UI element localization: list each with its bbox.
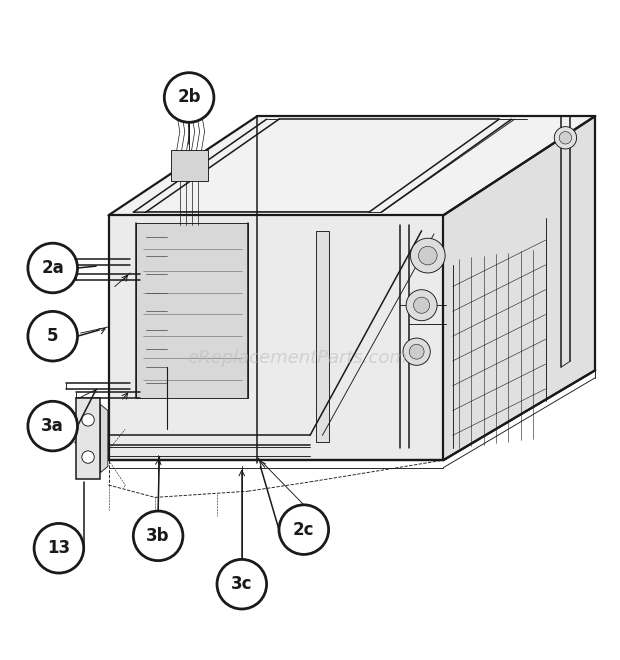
Circle shape xyxy=(217,560,267,609)
Circle shape xyxy=(82,414,94,426)
Polygon shape xyxy=(108,215,443,460)
Text: 2b: 2b xyxy=(177,88,201,106)
Polygon shape xyxy=(108,116,595,215)
Text: 3b: 3b xyxy=(146,527,170,545)
Polygon shape xyxy=(170,150,208,182)
Circle shape xyxy=(28,243,78,293)
Circle shape xyxy=(279,505,329,554)
Text: 2a: 2a xyxy=(42,259,64,277)
Polygon shape xyxy=(316,231,329,442)
Circle shape xyxy=(28,312,78,361)
Circle shape xyxy=(133,511,183,560)
Text: 3a: 3a xyxy=(42,417,64,435)
Text: 5: 5 xyxy=(47,327,58,345)
Polygon shape xyxy=(76,398,100,478)
Text: 3c: 3c xyxy=(231,576,252,593)
Text: 2c: 2c xyxy=(293,521,314,539)
Circle shape xyxy=(559,131,572,144)
Circle shape xyxy=(28,401,78,451)
Circle shape xyxy=(82,451,94,463)
Circle shape xyxy=(164,73,214,122)
Circle shape xyxy=(414,297,430,314)
Circle shape xyxy=(409,345,424,359)
Polygon shape xyxy=(100,405,108,473)
Circle shape xyxy=(554,127,577,149)
Text: 13: 13 xyxy=(47,539,71,557)
Text: eReplacementParts.com: eReplacementParts.com xyxy=(188,349,407,367)
Circle shape xyxy=(34,523,84,573)
Circle shape xyxy=(403,338,430,366)
Circle shape xyxy=(410,238,445,273)
Polygon shape xyxy=(443,116,595,460)
Polygon shape xyxy=(136,223,248,398)
Circle shape xyxy=(418,246,437,265)
Circle shape xyxy=(406,290,437,321)
